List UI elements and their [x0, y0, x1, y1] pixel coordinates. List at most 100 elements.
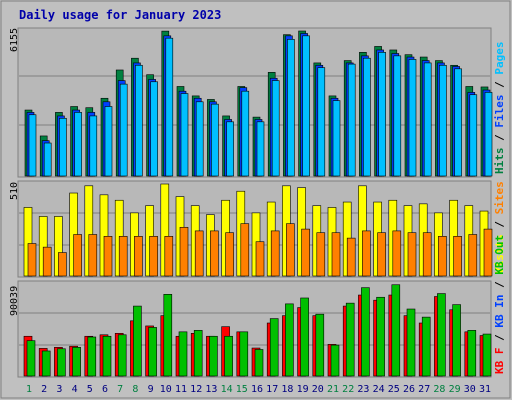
bar-kb-out-day-4 [72, 346, 81, 377]
bar-kb-out-day-31 [482, 333, 492, 377]
bar-sites-day-14 [225, 232, 234, 277]
legend-separator: / [493, 128, 506, 148]
legend-kb-in: KB In [493, 295, 506, 328]
bar-sites-day-15 [240, 223, 250, 277]
bar-kb-out-day-11 [178, 331, 188, 377]
bar-kb-out-day-17 [269, 318, 279, 377]
bar-pages-day-9 [150, 81, 158, 177]
bar-sites-day-28 [438, 236, 447, 277]
bar-kb-out-day-3 [57, 348, 66, 377]
bar-pages-day-5 [89, 115, 98, 177]
legend-text: KB F / KB In / KB Out [493, 235, 506, 374]
day-label-18: 18 [281, 384, 293, 395]
bar-sites-day-19 [301, 228, 310, 277]
legend-panel-0: Hits / Files / Pages [493, 42, 506, 175]
day-label-11: 11 [175, 384, 187, 395]
bar-pages-day-19 [302, 35, 310, 177]
bar-sites-day-31 [483, 228, 493, 277]
bar-pages-day-27 [423, 62, 432, 177]
bar-sites-day-20 [316, 232, 326, 277]
legend-files: Files [493, 95, 506, 128]
bar-sites-day-29 [453, 236, 462, 277]
bar-sites-day-25 [392, 230, 402, 277]
bar-pages-day-20 [317, 67, 326, 177]
day-label-29: 29 [449, 384, 461, 395]
day-label-26: 26 [403, 384, 415, 395]
day-label-12: 12 [190, 384, 202, 395]
bar-pages-day-3 [59, 117, 67, 177]
legend-separator: / [493, 275, 506, 295]
bar-kb-out-day-23 [361, 287, 370, 377]
bar-pages-day-15 [241, 90, 250, 177]
bars [23, 30, 493, 377]
bar-kb-out-day-1 [26, 340, 36, 377]
bar-pages-day-12 [195, 101, 204, 177]
day-label-15: 15 [236, 384, 248, 395]
bar-kb-out-day-19 [300, 297, 309, 377]
legend-sites: Sites [493, 181, 506, 214]
day-labels: 1 2 3 4 5 6 7 8 9 10 11 12 13 14 15 16 17 18 19 20 21 22 23 24 2… [26, 384, 491, 395]
day-label-2: 2 [41, 384, 47, 395]
day-label-20: 20 [312, 384, 324, 395]
legend-kb-out: KB Out [493, 235, 506, 275]
bar-sites-day-12 [194, 230, 204, 277]
bar-sites-day-22 [346, 237, 356, 277]
bar-sites-day-7 [118, 236, 128, 277]
day-label-30: 30 [464, 384, 476, 395]
bar-kb-out-day-7 [117, 334, 127, 377]
bar-kb-out-day-14 [224, 335, 233, 377]
bar-sites-day-5 [88, 234, 98, 277]
day-label-13: 13 [205, 384, 217, 395]
bar-sites-day-13 [210, 230, 219, 277]
legend-pages: Pages [493, 42, 506, 75]
legend-text: Hits / Files / Pages [493, 42, 506, 175]
top-panel-max-label: 6155 [9, 28, 20, 52]
bar-sites-day-23 [362, 230, 371, 277]
bar-sites-day-1 [27, 243, 37, 277]
bar-kb-out-day-12 [193, 330, 203, 377]
bar-kb-out-day-18 [285, 303, 294, 377]
day-label-19: 19 [297, 384, 309, 395]
bar-sites-day-3 [58, 252, 67, 277]
bar-kb-out-day-8 [133, 305, 142, 377]
bar-sites-day-4 [73, 234, 82, 277]
day-label-9: 9 [148, 384, 154, 395]
day-label-3: 3 [56, 384, 62, 395]
bar-kb-out-day-10 [163, 294, 173, 377]
bar-sites-day-10 [164, 236, 174, 277]
bar-pages-day-2 [43, 142, 52, 177]
bar-kb-out-day-29 [452, 304, 461, 377]
bar-kb-out-day-16 [254, 349, 264, 377]
bar-pages-day-14 [226, 121, 234, 177]
bar-kb-out-day-24 [376, 296, 385, 377]
bar-kb-out-day-22 [345, 302, 355, 377]
bar-pages-day-18 [287, 39, 295, 177]
day-label-6: 6 [102, 384, 108, 395]
day-label-8: 8 [132, 384, 138, 395]
legend-text: Visits / Sites [493, 181, 506, 274]
legend-panel-2: KB F / KB In / KB Out [493, 235, 506, 374]
bar-sites-day-2 [42, 246, 52, 277]
bottom-panel-max-label: 90039 [9, 286, 20, 316]
day-label-16: 16 [251, 384, 263, 395]
day-label-7: 7 [117, 384, 123, 395]
bar-pages-day-4 [74, 112, 82, 177]
bar-kb-out-day-26 [406, 308, 416, 377]
bar-pages-day-24 [378, 52, 386, 177]
bar-sites-day-24 [377, 232, 386, 277]
bar-pages-day-13 [211, 103, 219, 177]
bar-sites-day-17 [270, 230, 280, 277]
legend-hits: Hits [493, 148, 506, 175]
bar-kb-out-day-2 [41, 350, 51, 377]
bar-pages-day-7 [119, 83, 128, 177]
bar-pages-day-23 [363, 57, 371, 177]
middle-panel-max-label: 510 [9, 182, 20, 200]
bar-sites-day-27 [422, 232, 432, 277]
bar-sites-day-16 [255, 241, 265, 277]
bar-kb-out-day-15 [239, 331, 249, 377]
bar-kb-out-day-5 [87, 336, 97, 377]
bar-pages-day-16 [256, 121, 265, 177]
bar-pages-day-8 [135, 64, 143, 177]
bar-pages-day-11 [180, 93, 189, 177]
